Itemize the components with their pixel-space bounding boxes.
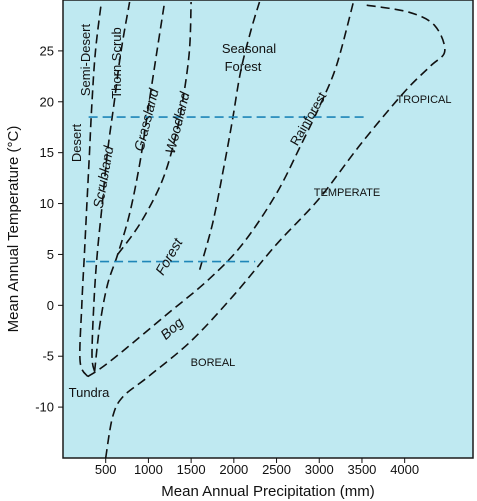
- y-tick-label: 20: [40, 94, 54, 109]
- zone-label-boreal: BOREAL: [191, 357, 236, 369]
- biome-boundaries: [79, 1, 446, 459]
- boundary-wood-forest: [198, 1, 261, 270]
- biome-label-semi-desert: Semi-Desert: [78, 24, 93, 97]
- x-tick-label: 1500: [177, 462, 206, 477]
- zone-label-tropical: TROPICAL: [396, 94, 451, 106]
- x-tick-label: 2500: [262, 462, 291, 477]
- x-axis-title: Mean Annual Precipitation (mm): [161, 483, 374, 500]
- y-tick-label: 25: [40, 43, 54, 58]
- biome-label-seasonal: Seasonal: [222, 41, 276, 56]
- boundary-scrub-grass: [93, 1, 166, 372]
- boundary-outer: [104, 4, 446, 459]
- x-tick-label: 3500: [347, 462, 376, 477]
- y-tick-label: 0: [47, 298, 54, 313]
- zone-label-temperate: TEMPERATE: [314, 187, 380, 199]
- boundary-desert-scrub: [91, 1, 131, 372]
- x-tick-label: 3000: [305, 462, 334, 477]
- biome-label-forest-upper: Forest: [225, 59, 262, 74]
- y-tick-label: 10: [40, 196, 54, 211]
- boundary-desert: [79, 1, 103, 378]
- biome-label-tundra: Tundra: [69, 385, 110, 400]
- boundary-grass-wood: [117, 1, 192, 255]
- x-tick-label: 500: [95, 462, 117, 477]
- x-tick-label: 4000: [390, 462, 419, 477]
- y-tick-label: 5: [47, 247, 54, 262]
- biome-label-desert: Desert: [69, 123, 84, 162]
- y-axis-ticks: 25 20 15 10 5 0 -5 -10: [35, 43, 63, 415]
- x-tick-label: 1000: [134, 462, 163, 477]
- y-axis-title: Mean Annual Temperature (°C): [5, 126, 22, 333]
- climate-thresholds: [86, 116, 367, 263]
- boundary-inner-tundra: [87, 1, 355, 378]
- x-tick-label: 2000: [219, 462, 248, 477]
- plot-area: [62, 0, 474, 459]
- y-tick-label: -10: [35, 400, 54, 415]
- x-axis-ticks: 500 1000 1500 2000 2500 3000 3500 4000: [95, 458, 419, 477]
- y-tick-label: 15: [40, 145, 54, 160]
- y-tick-label: -5: [42, 349, 54, 364]
- biome-label-thorn-scrub: Thorn Scrub: [109, 27, 124, 99]
